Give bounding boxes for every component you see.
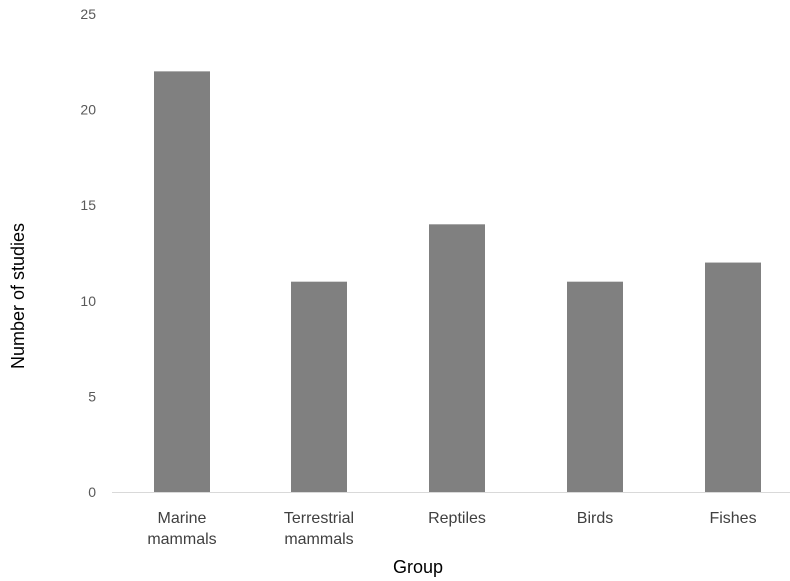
y-tick-label: 10: [80, 293, 96, 309]
bar: [567, 281, 623, 492]
x-category-line: Marine: [158, 510, 207, 527]
x-axis-title: Group: [393, 557, 443, 577]
x-category-label: Birds: [577, 510, 613, 527]
y-tick-label: 25: [80, 6, 96, 22]
x-category-line: Reptiles: [428, 510, 486, 527]
x-category-label: Marine mammals: [147, 510, 216, 548]
bar: [705, 262, 761, 492]
x-category-label: Reptiles: [428, 510, 486, 527]
y-axis-title: Number of studies: [8, 223, 28, 369]
y-tick-label: 0: [88, 484, 96, 500]
y-axis-ticks: 0 5 10 15 20 25: [80, 6, 96, 500]
x-category-line: Terrestrial: [284, 510, 354, 527]
bar: [154, 71, 210, 493]
bar: [291, 281, 347, 492]
x-category-line: mammals: [147, 531, 216, 548]
bar: [429, 224, 485, 492]
bars: [154, 71, 761, 493]
x-axis-categories: Marine mammals Terrestrial mammals Reptiles B…: [147, 510, 756, 548]
x-category-label: Fishes: [709, 510, 756, 527]
y-tick-label: 5: [88, 388, 96, 404]
x-category-line: Birds: [577, 510, 613, 527]
x-category-line: Fishes: [709, 510, 756, 527]
y-tick-label: 15: [80, 197, 96, 213]
x-category-line: mammals: [284, 531, 353, 548]
x-category-label: Terrestrial mammals: [284, 510, 354, 548]
y-tick-label: 20: [80, 102, 96, 118]
